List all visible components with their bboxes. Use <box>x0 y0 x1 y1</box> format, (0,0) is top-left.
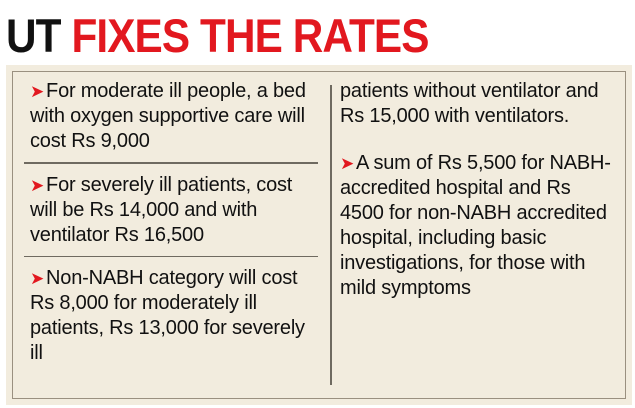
rate-item-text: Non-NABH category will cost Rs 8,000 for… <box>30 267 305 364</box>
red-arrow-bullet-icon: ➤ <box>30 269 45 288</box>
headline-lead: UT <box>6 9 61 62</box>
rate-item-text: For moderate ill people, a bed with oxyg… <box>30 80 306 152</box>
divider <box>24 255 318 257</box>
rates-panel: ➤ For moderate ill people, a bed with oxy… <box>6 65 632 405</box>
rate-item-severe: ➤ For severely ill patients, cost will be… <box>30 173 312 248</box>
rate-item-non-nabh: ➤ Non-NABH category will cost Rs 8,000 fo… <box>30 266 312 366</box>
rate-item-moderate: ➤ For moderate ill people, a bed with oxy… <box>30 79 312 154</box>
headline-accent: FIXES THE RATES <box>71 9 429 62</box>
rate-item-continued: patients without ventilator and Rs 15,00… <box>340 79 616 129</box>
rate-item-text: patients without ventilator and Rs 15,00… <box>340 80 599 127</box>
rate-item-mild: ➤ A sum of Rs 5,500 for NABH-accredited h… <box>340 151 616 301</box>
left-column: ➤ For moderate ill people, a bed with oxy… <box>24 79 318 366</box>
rate-item-text: A sum of Rs 5,500 for NABH-accredited ho… <box>340 152 611 299</box>
headline: UT FIXES THE RATES <box>6 10 429 62</box>
panel-frame <box>12 71 626 399</box>
red-arrow-bullet-icon: ➤ <box>340 154 355 173</box>
column-divider <box>330 85 332 385</box>
red-arrow-bullet-icon: ➤ <box>30 175 45 195</box>
divider <box>24 162 318 164</box>
right-column: patients without ventilator and Rs 15,00… <box>340 79 616 301</box>
red-arrow-bullet-icon: ➤ <box>30 82 45 101</box>
rate-item-text: For severely ill patients, cost will be … <box>30 173 293 246</box>
